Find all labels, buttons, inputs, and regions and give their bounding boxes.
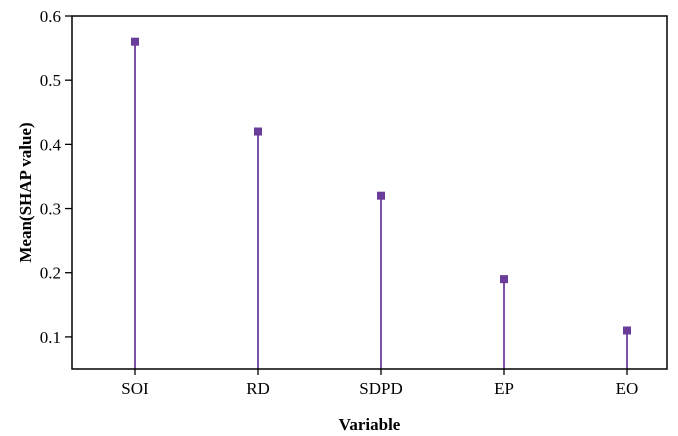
y-tick-label: 0.2	[40, 264, 61, 283]
y-tick-label: 0.6	[40, 7, 61, 26]
stems	[134, 41, 628, 369]
x-tick-label: EO	[616, 379, 639, 398]
marker-rd	[254, 127, 262, 136]
marker-soi	[131, 37, 139, 46]
marker-eo	[623, 326, 631, 335]
x-tick-label: SOI	[121, 379, 149, 398]
y-axis-title: Mean(SHAP value)	[16, 122, 35, 262]
plot-frame	[71, 15, 668, 370]
y-axis-ticks: 0.1 0.2 0.3 0.4 0.5 0.6	[40, 7, 72, 347]
x-tick-label: RD	[246, 379, 270, 398]
markers	[131, 37, 631, 335]
y-tick-label: 0.1	[40, 328, 61, 347]
y-tick-label: 0.4	[40, 135, 62, 154]
marker-sdpd	[377, 191, 385, 200]
x-axis-ticks: SOI RD SDPD EP EO	[121, 369, 638, 398]
x-tick-label: EP	[494, 379, 514, 398]
x-axis-title: Variable	[339, 415, 401, 434]
y-tick-label: 0.3	[40, 200, 61, 219]
x-tick-label: SDPD	[359, 379, 402, 398]
marker-ep	[500, 275, 508, 284]
y-tick-label: 0.5	[40, 71, 61, 90]
